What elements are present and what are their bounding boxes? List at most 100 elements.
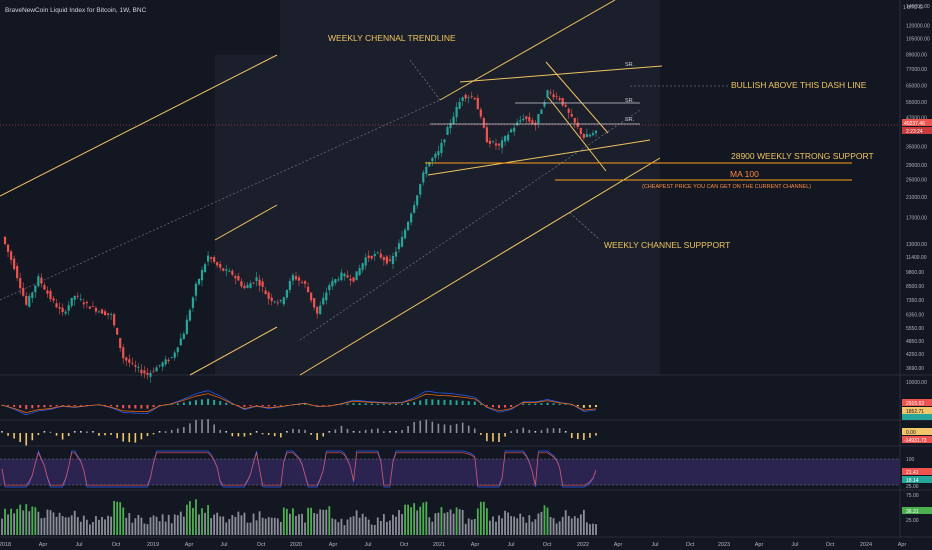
candle-body: [458, 101, 461, 109]
hist2-bar: [31, 433, 34, 441]
candle-body: [164, 359, 167, 365]
hist2-bar: [522, 427, 525, 433]
hist2-bar: [358, 430, 361, 433]
candle-body: [303, 281, 307, 284]
candle-body: [185, 319, 188, 335]
volume-bar: [201, 508, 203, 535]
hist2-dot: [534, 431, 537, 433]
volume-bar: [73, 510, 76, 535]
price-tick-label: 11400.00: [906, 255, 927, 261]
macd-histogram-bar: [116, 405, 119, 408]
volume-bar: [325, 509, 328, 535]
volume-bar: [346, 519, 349, 535]
volume-bar: [4, 508, 6, 535]
shaded-region: [280, 0, 660, 375]
volume-bar: [401, 514, 403, 535]
candle-body: [182, 333, 185, 340]
candle-body: [88, 306, 91, 309]
volume-bar: [198, 514, 200, 535]
hist2-bar: [164, 431, 167, 433]
price-axis[interactable]: 146000.00 120000.00 105000.00 89000.00 77000…: [906, 4, 930, 372]
volume-bar: [76, 517, 79, 535]
annotation-cheapest: (CHEAPEST PRICE YOU CAN GET ON THE CURRE…: [642, 184, 811, 190]
candles-layer: [3, 89, 598, 383]
time-axis[interactable]: 2018 Apr Jul Oct 2019 Apr Jul Oct 2020 Apr Jul Oct 2…: [0, 542, 906, 548]
volume-bar: [410, 507, 413, 535]
hist2-bar: [170, 429, 173, 433]
candle-body: [179, 338, 182, 346]
macd-histogram-bar: [37, 405, 40, 408]
hist2-bar: [104, 433, 106, 436]
candle-body: [246, 284, 249, 288]
macd-histogram-bar: [49, 405, 52, 407]
volume-bar: [398, 510, 400, 535]
candle-body: [491, 141, 495, 143]
macd-histogram-bar: [419, 400, 422, 405]
volume-bar: [419, 506, 422, 535]
volume-bar: [507, 512, 510, 535]
macd-histogram-bar: [243, 405, 246, 407]
channel-line: [214, 204, 278, 241]
volume-bar: [452, 513, 455, 535]
hist2-bar: [589, 433, 591, 438]
candle-body: [61, 307, 64, 313]
candle-body: [467, 97, 470, 99]
volume-bar: [37, 511, 40, 535]
stoch-band: [0, 459, 900, 485]
volume-bar: [437, 512, 440, 535]
time-tick-label: Jul: [75, 542, 82, 548]
price-tick-label: 9800.00: [906, 270, 924, 276]
candle-body: [297, 277, 301, 281]
hist2-bar: [61, 433, 64, 440]
candle-body: [537, 114, 540, 124]
candle-body: [367, 255, 370, 258]
volume-bar: [88, 524, 91, 535]
hist2-bar: [37, 433, 40, 436]
hist2-bar: [13, 433, 15, 439]
macd-histogram-bar: [67, 405, 70, 406]
candle-body: [552, 94, 555, 98]
candle-body: [161, 362, 164, 367]
volume-bar: [161, 514, 164, 535]
volume-bar: [416, 510, 419, 535]
volume-bar: [485, 508, 488, 535]
current-time-label: 2:23:24: [906, 129, 923, 135]
candle-body: [152, 371, 155, 373]
stoch-badge-b: [902, 476, 932, 483]
hist2-bar: [504, 433, 506, 437]
volume-bar: [55, 516, 58, 535]
hist2-bar: [473, 428, 476, 433]
candle-body: [358, 268, 361, 276]
hist2-bar: [583, 433, 585, 441]
volume-bar: [204, 512, 206, 535]
volume-bar: [482, 501, 485, 535]
hist2-dot: [43, 431, 46, 433]
macd-histogram-bar: [352, 402, 355, 405]
volume-bar: [404, 504, 406, 535]
volume-bar: [525, 522, 528, 535]
volume-bar: [319, 509, 322, 535]
hist2-dot: [92, 431, 94, 433]
volume-bar: [340, 518, 343, 535]
volume-bar: [28, 511, 31, 535]
hist2-bar: [152, 433, 155, 435]
candle-body: [243, 285, 246, 289]
hist2-bar: [480, 433, 482, 435]
volume-bar: [43, 517, 46, 535]
volume-bar: [31, 506, 34, 535]
candle-body: [558, 98, 561, 100]
candle-body: [261, 281, 264, 287]
hist2-bar: [195, 419, 197, 433]
candle-body: [276, 302, 279, 304]
hist2-bar: [86, 431, 88, 433]
macd-histogram-bar: [358, 403, 361, 405]
channel-line: [459, 65, 663, 83]
hist2-bar: [25, 433, 28, 446]
time-tick-label: Apr: [471, 542, 480, 548]
volume-bar: [389, 520, 391, 535]
hist2-bar: [558, 428, 561, 433]
macd-histogram-bar: [79, 405, 82, 406]
candle-body: [306, 286, 310, 293]
volume-bar: [110, 516, 113, 535]
